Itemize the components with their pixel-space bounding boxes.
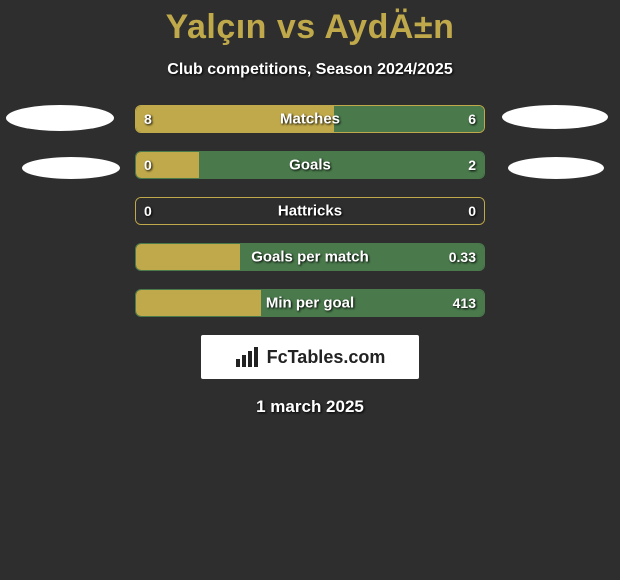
stat-row: Hattricks00 (135, 197, 485, 225)
stat-row: Goals per match0.33 (135, 243, 485, 271)
stat-row: Min per goal413 (135, 289, 485, 317)
watermark-text: FcTables.com (267, 347, 386, 368)
stat-bar-left (136, 244, 240, 270)
stat-bar-left (136, 152, 199, 178)
stat-bar-right (240, 244, 484, 270)
date-text: 1 march 2025 (0, 379, 620, 417)
stat-row: Goals02 (135, 151, 485, 179)
subtitle: Club competitions, Season 2024/2025 (0, 47, 620, 79)
page-title: Yalçın vs AydÄ±n (0, 0, 620, 47)
watermark: FcTables.com (201, 335, 419, 379)
avatar-left-bottom (22, 157, 120, 179)
stat-bar-left (136, 106, 334, 132)
avatar-left-top (6, 105, 114, 131)
stat-bar-right (261, 290, 484, 316)
stat-bar-right (334, 106, 484, 132)
stat-bar-right (199, 152, 484, 178)
stat-row: Matches86 (135, 105, 485, 133)
avatar-right-top (502, 105, 608, 129)
stat-bar-right (136, 198, 484, 224)
bars-chart-icon (235, 347, 261, 367)
avatar-right-bottom (508, 157, 604, 179)
comparison-arena: Matches86 Goals02 Hattricks00 Goals per mat… (0, 105, 620, 417)
stat-bar-left (136, 290, 261, 316)
stat-bars: Matches86 Goals02 Hattricks00 Goals per mat… (135, 105, 485, 317)
